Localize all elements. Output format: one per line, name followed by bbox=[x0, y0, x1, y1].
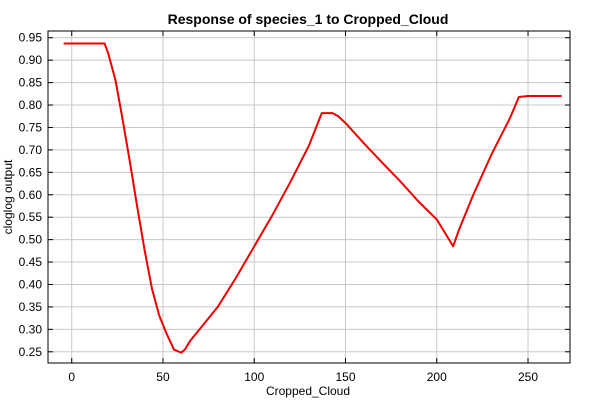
x-tick-label: 50 bbox=[156, 370, 170, 384]
axis-ticks bbox=[48, 31, 570, 363]
chart-title: Response of species_1 to Cropped_Cloud bbox=[168, 11, 449, 27]
y-tick-label: 0.85 bbox=[19, 76, 43, 90]
y-axis-label: cloglog output bbox=[1, 159, 15, 234]
y-tick-label: 0.30 bbox=[19, 322, 43, 336]
plot-area-frame bbox=[47, 30, 571, 364]
x-tick-label: 0 bbox=[68, 370, 75, 384]
y-tick-label: 0.45 bbox=[19, 255, 43, 269]
series-lines bbox=[63, 42, 562, 354]
y-tick-label: 0.60 bbox=[19, 188, 43, 202]
y-tick-label: 0.35 bbox=[19, 300, 43, 314]
y-tick-label: 0.95 bbox=[19, 31, 43, 45]
y-tick-label: 0.70 bbox=[19, 143, 43, 157]
y-tick-label: 0.40 bbox=[19, 277, 43, 291]
y-tick-label: 0.90 bbox=[19, 53, 43, 67]
grid-lines bbox=[48, 31, 570, 363]
y-tick-label: 0.75 bbox=[19, 120, 43, 134]
y-tick-label: 0.80 bbox=[19, 98, 43, 112]
x-tick-label: 150 bbox=[335, 370, 355, 384]
tick-labels: 0 50 100 150 200 250 0.25 0.30 0.35 0.40 0.45 0.50 0… bbox=[19, 31, 539, 384]
x-tick-label: 100 bbox=[244, 370, 264, 384]
y-tick-label: 0.25 bbox=[19, 345, 43, 359]
y-tick-label: 0.55 bbox=[19, 210, 43, 224]
x-tick-label: 200 bbox=[427, 370, 447, 384]
response-curve bbox=[63, 42, 562, 354]
y-tick-label: 0.50 bbox=[19, 233, 43, 247]
x-tick-label: 250 bbox=[518, 370, 538, 384]
x-axis-label: Cropped_Cloud bbox=[266, 384, 350, 398]
y-tick-label: 0.65 bbox=[19, 165, 43, 179]
